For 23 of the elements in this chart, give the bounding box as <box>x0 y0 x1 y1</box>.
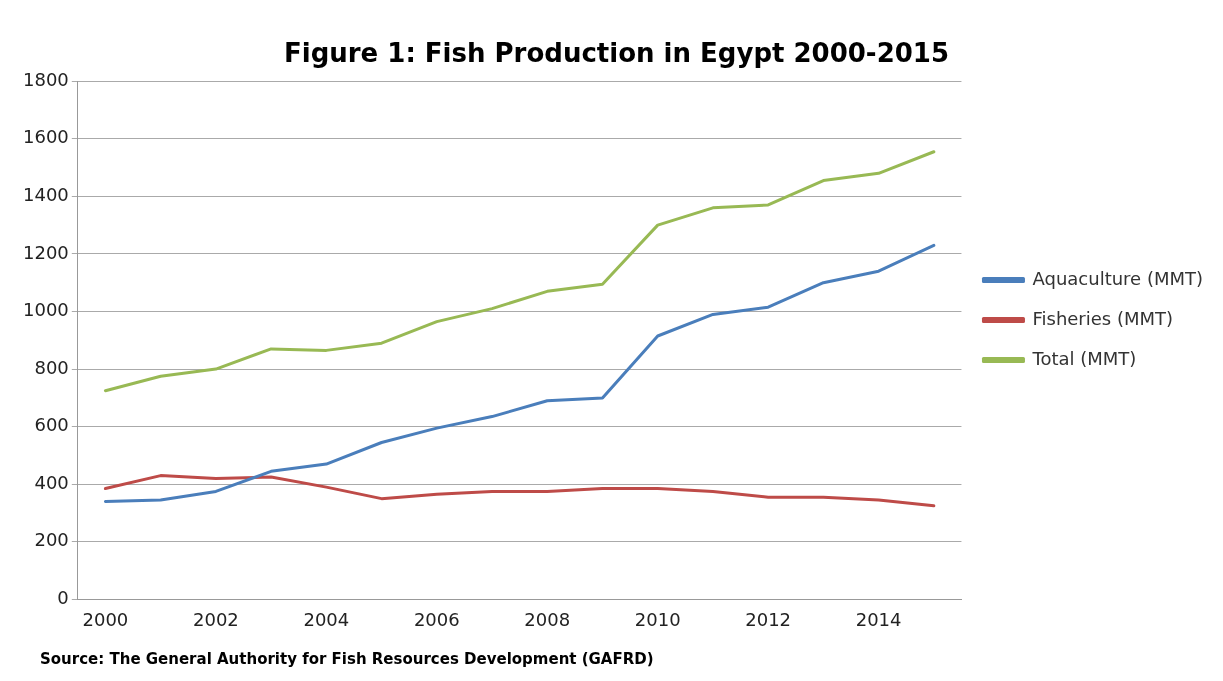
y-tick-label: 1200 <box>23 241 69 263</box>
y-tick-label: 200 <box>34 529 69 551</box>
y-tick-label: 1600 <box>23 126 69 148</box>
legend-label: Aquaculture (MMT) <box>1032 267 1204 289</box>
y-tick-label: 400 <box>34 471 69 493</box>
x-tick-label: 2010 <box>634 608 681 630</box>
x-tick-label: 2006 <box>413 608 460 630</box>
source-note: Source: The General Authority for Fish Resources Development (GAFRD) <box>40 650 654 668</box>
legend-label: Total (MMT) <box>1031 347 1137 369</box>
x-tick-label: 2008 <box>524 608 571 630</box>
y-tick-label: 1400 <box>23 184 69 206</box>
legend-label: Fisheries (MMT) <box>1032 307 1174 329</box>
x-tick-label: 2002 <box>192 608 239 630</box>
x-tick-label: 2000 <box>82 608 129 630</box>
y-tick-label: 1000 <box>23 299 69 321</box>
x-tick-label: 2004 <box>303 608 350 630</box>
y-tick-label: 600 <box>34 414 69 436</box>
x-tick-label: 2014 <box>855 608 902 630</box>
y-tick-label: 0 <box>57 587 69 609</box>
y-tick-label: 800 <box>34 356 69 378</box>
x-tick-label: 2012 <box>745 608 792 630</box>
chart-title: Figure 1: Fish Production in Egypt 2000-2015 <box>284 38 949 69</box>
y-tick-label: 1800 <box>23 68 69 90</box>
